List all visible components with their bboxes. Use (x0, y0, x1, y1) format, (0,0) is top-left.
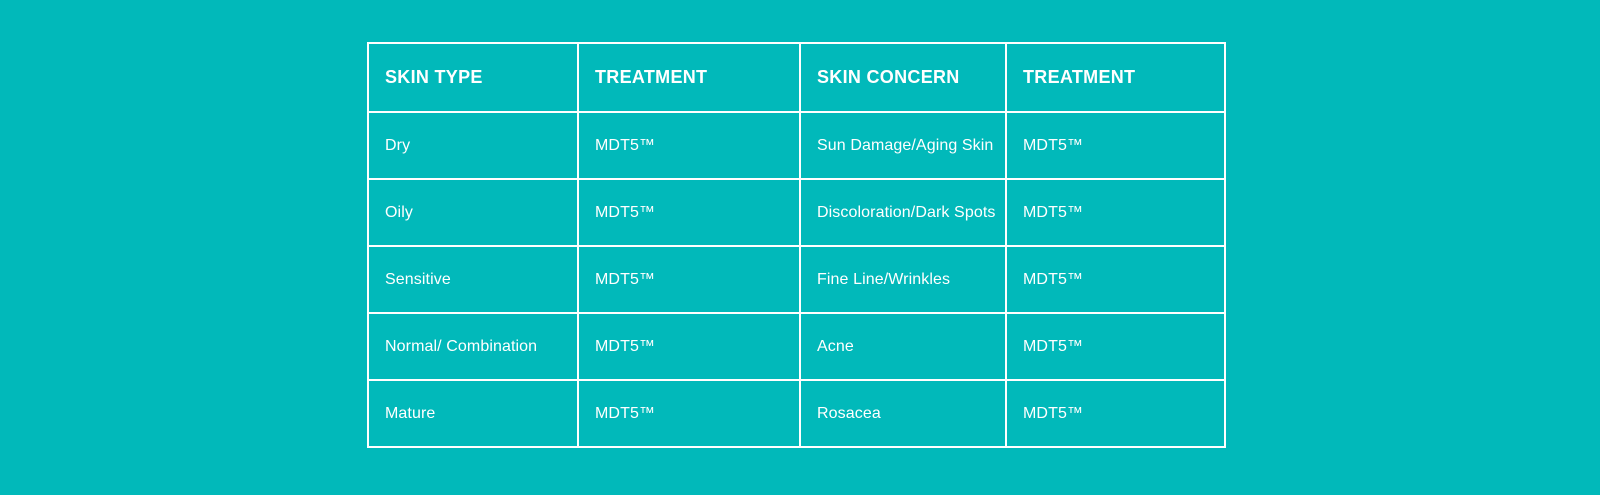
column-header-skin-type: SKIN TYPE (367, 42, 579, 113)
table-row: Mature MDT5™ Rosacea MDT5™ (367, 379, 1226, 448)
table-row: Sensitive MDT5™ Fine Line/Wrinkles MDT5™ (367, 245, 1226, 314)
table-row: Dry MDT5™ Sun Damage/Aging Skin MDT5™ (367, 111, 1226, 180)
cell-treatment: MDT5™ (577, 245, 801, 314)
cell-skin-type: Sensitive (367, 245, 579, 314)
cell-treatment: MDT5™ (1005, 111, 1226, 180)
cell-treatment: MDT5™ (577, 111, 801, 180)
cell-treatment: MDT5™ (577, 312, 801, 381)
cell-skin-type: Dry (367, 111, 579, 180)
cell-treatment: MDT5™ (1005, 312, 1226, 381)
cell-treatment: MDT5™ (577, 379, 801, 448)
cell-skin-type: Oily (367, 178, 579, 247)
cell-skin-type: Mature (367, 379, 579, 448)
table-row: Normal/ Combination MDT5™ Acne MDT5™ (367, 312, 1226, 381)
column-header-treatment-1: TREATMENT (577, 42, 801, 113)
header-row: SKIN TYPE TREATMENT SKIN CONCERN TREATME… (367, 42, 1226, 113)
cell-skin-concern: Fine Line/Wrinkles (799, 245, 1007, 314)
cell-skin-concern: Acne (799, 312, 1007, 381)
column-header-treatment-2: TREATMENT (1005, 42, 1226, 113)
cell-treatment: MDT5™ (1005, 379, 1226, 448)
column-header-skin-concern: SKIN CONCERN (799, 42, 1007, 113)
cell-treatment: MDT5™ (1005, 178, 1226, 247)
cell-skin-type: Normal/ Combination (367, 312, 579, 381)
table-row: Oily MDT5™ Discoloration/Dark Spots MDT5… (367, 178, 1226, 247)
cell-treatment: MDT5™ (1005, 245, 1226, 314)
cell-skin-concern: Discoloration/Dark Spots (799, 178, 1007, 247)
cell-skin-concern: Sun Damage/Aging Skin (799, 111, 1007, 180)
cell-treatment: MDT5™ (577, 178, 801, 247)
skin-treatment-table: SKIN TYPE TREATMENT SKIN CONCERN TREATME… (367, 42, 1226, 448)
cell-skin-concern: Rosacea (799, 379, 1007, 448)
